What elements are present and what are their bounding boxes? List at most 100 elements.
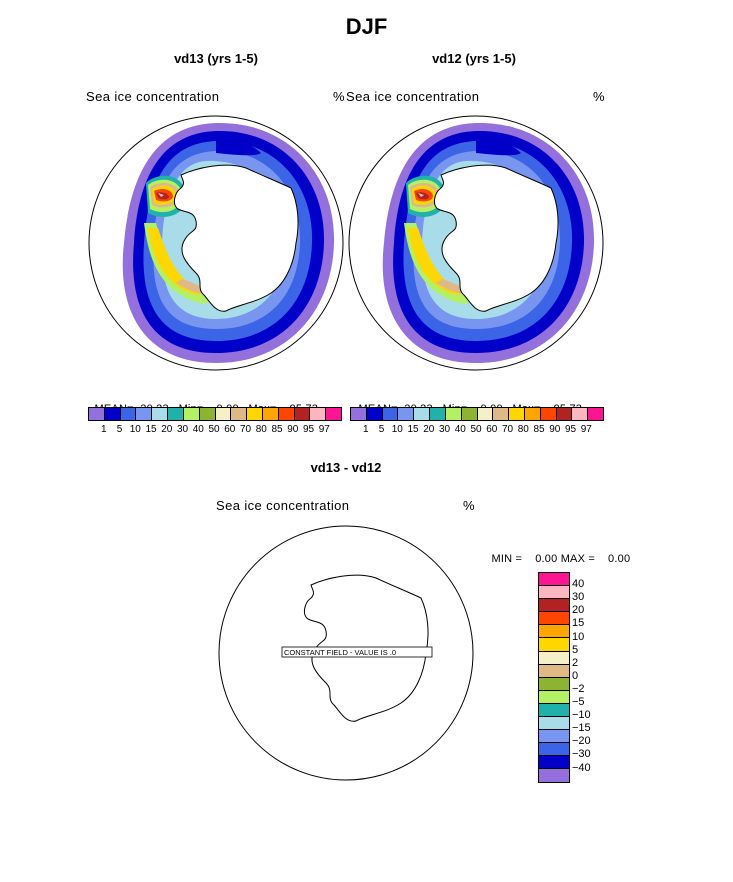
units-label-vd12: % xyxy=(593,89,605,104)
min-label: MIN = xyxy=(491,553,523,565)
colorbar-labels-diff: 40 30 20 15 10 5 2 0 −2 −5 −10 −15 −20 −30 −40 xyxy=(572,572,612,780)
colorbar-labels-vd13: 1 5 10 15 20 30 40 50 60 70 80 85 90 95 97 xyxy=(88,424,340,436)
colorbar-swatch xyxy=(326,408,341,420)
colorbar-swatch xyxy=(540,408,557,420)
colorbar-tick-label: 0 xyxy=(572,669,579,682)
colorbar-swatch xyxy=(539,717,569,731)
colorbar-tick-label: 50 xyxy=(470,424,482,435)
min-value: 0.00 xyxy=(535,553,558,565)
colorbar-tick-label: 40 xyxy=(454,424,466,435)
colorbar-tick-label: −15 xyxy=(572,722,591,735)
colorbar-tick-label: 10 xyxy=(391,424,403,435)
colorbar-tick-label: 40 xyxy=(572,578,585,591)
colorbar-tick-label: 85 xyxy=(271,424,283,435)
colorbar-swatch xyxy=(152,408,169,420)
colorbar-tick-label: 90 xyxy=(549,424,561,435)
colorbar-tick-label: 10 xyxy=(572,630,585,643)
colorbar-swatch xyxy=(262,408,279,420)
colorbar-swatch xyxy=(539,703,569,718)
colorbar-tick-label: 20 xyxy=(161,424,173,435)
colorbar-swatch xyxy=(493,408,510,420)
colorbar-tick-label: 70 xyxy=(501,424,514,435)
colorbar-tick-label: 1 xyxy=(362,424,369,435)
colorbar-swatch xyxy=(168,408,184,420)
colorbar-swatch xyxy=(539,638,569,652)
colorbar-swatch xyxy=(183,408,200,420)
colorbar-tick-label: 97 xyxy=(318,424,330,435)
colorbar-swatch xyxy=(382,408,399,420)
map-vd13 xyxy=(88,115,344,371)
colorbar-swatch xyxy=(572,408,589,420)
colorbar-swatch xyxy=(539,769,569,782)
colorbar-tick-label: 85 xyxy=(533,424,545,435)
colorbar-tick-label: −40 xyxy=(572,761,591,774)
colorbar-swatch xyxy=(445,408,462,420)
colorbar-tick-label: 30 xyxy=(572,591,585,604)
colorbar-tick-label: 50 xyxy=(208,424,220,435)
colorbar-tick-label: 90 xyxy=(287,424,299,435)
colorbar-diff xyxy=(538,572,570,783)
colorbar-swatch xyxy=(294,408,311,420)
variable-label-diff: Sea ice concentration xyxy=(216,498,350,513)
colorbar-tick-label: 70 xyxy=(239,424,252,435)
colorbar-tick-label: −30 xyxy=(572,748,591,761)
colorbar-tick-label: 2 xyxy=(572,656,579,669)
max-label: MAX = xyxy=(560,553,596,565)
page-title: DJF xyxy=(345,14,388,39)
antarctica-coast-vd12 xyxy=(433,164,559,312)
colorbar-tick-label: 15 xyxy=(407,424,419,435)
colorbar-vd13 xyxy=(88,407,342,421)
antarctica-coast-vd13 xyxy=(173,164,299,312)
colorbar-tick-label: 80 xyxy=(517,424,529,435)
colorbar-swatch xyxy=(539,677,569,691)
map-diff: CONSTANT FIELD - VALUE IS .0 xyxy=(218,525,474,781)
colorbar-swatch xyxy=(104,408,121,420)
colorbar-tick-label: −10 xyxy=(572,709,591,722)
colorbar-tick-label: −2 xyxy=(572,682,585,695)
colorbar-tick-label: 30 xyxy=(176,424,189,435)
colorbar-labels-vd12: 1 5 10 15 20 30 40 50 60 70 80 85 90 95 97 xyxy=(350,424,602,436)
colorbar-tick-label: 60 xyxy=(224,424,236,435)
colorbar-swatch xyxy=(215,408,232,420)
units-label-vd13: % xyxy=(333,89,345,104)
colorbar-swatch xyxy=(199,408,216,420)
variable-label-vd12: Sea ice concentration xyxy=(346,89,480,104)
colorbar-swatch xyxy=(539,730,569,744)
minmax-diff: MIN = 0.00 MAX = 0.00 xyxy=(485,541,631,565)
colorbar-swatch xyxy=(120,408,137,420)
colorbar-swatch xyxy=(539,625,569,639)
colorbar-tick-label: 10 xyxy=(129,424,141,435)
colorbar-swatch xyxy=(89,408,105,420)
colorbar-tick-label: 95 xyxy=(564,424,577,435)
colorbar-swatch xyxy=(539,612,569,626)
colorbar-tick-label: 97 xyxy=(580,424,592,435)
max-value: 0.00 xyxy=(608,553,631,565)
colorbar-swatch xyxy=(556,408,573,420)
colorbar-swatch xyxy=(247,408,263,420)
colorbar-tick-label: 80 xyxy=(255,424,267,435)
colorbar-tick-label: 1 xyxy=(100,424,107,435)
colorbar-swatch xyxy=(539,690,569,704)
colorbar-tick-label: −5 xyxy=(572,696,585,708)
colorbar-swatch xyxy=(539,599,569,613)
colorbar-swatch xyxy=(477,408,494,420)
colorbar-swatch xyxy=(509,408,525,420)
colorbar-swatch xyxy=(539,664,569,678)
colorbar-tick-label: 5 xyxy=(116,424,123,435)
colorbar-swatch xyxy=(366,408,383,420)
colorbar-tick-label: 5 xyxy=(378,424,385,435)
colorbar-swatch xyxy=(310,408,327,420)
colorbar-tick-label: 15 xyxy=(572,617,585,630)
constant-field-box xyxy=(281,646,433,658)
colorbar-tick-label: 20 xyxy=(572,604,585,617)
colorbar-swatch xyxy=(539,586,569,600)
colorbar-swatch xyxy=(524,408,541,420)
colorbar-tick-label: 95 xyxy=(302,424,315,435)
colorbar-tick-label: 20 xyxy=(423,424,435,435)
colorbar-swatch xyxy=(414,408,431,420)
panel-title-diff: vd13 - vd12 xyxy=(310,460,382,475)
colorbar-swatch xyxy=(539,573,569,587)
colorbar-tick-label: 60 xyxy=(486,424,498,435)
panel-title-vd13: vd13 (yrs 1-5) xyxy=(174,51,258,66)
colorbar-swatch xyxy=(351,408,367,420)
